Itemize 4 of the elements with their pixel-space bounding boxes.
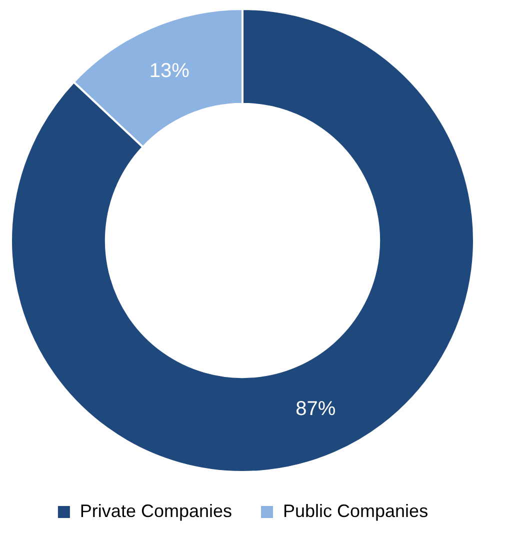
- data-label: 13%: [149, 60, 190, 82]
- data-label: 87%: [296, 398, 336, 420]
- legend-label: Public Companies: [283, 500, 428, 521]
- legend-label: Private Companies: [80, 500, 232, 521]
